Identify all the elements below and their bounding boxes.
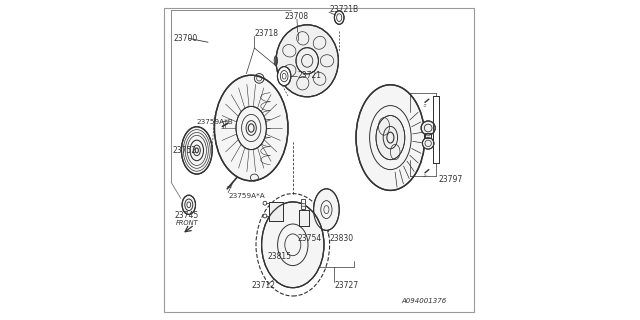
Bar	[269, 202, 283, 221]
Text: 23752: 23752	[173, 146, 197, 155]
Ellipse shape	[376, 116, 404, 160]
Text: 23830: 23830	[330, 234, 354, 243]
Text: 23815: 23815	[268, 252, 291, 261]
Ellipse shape	[214, 75, 288, 181]
Text: 23721: 23721	[298, 71, 322, 80]
Text: FRONT: FRONT	[176, 220, 198, 226]
Ellipse shape	[262, 202, 324, 288]
Text: 23759A*A: 23759A*A	[229, 193, 266, 199]
Bar	[300, 210, 308, 226]
Ellipse shape	[277, 67, 291, 86]
Text: A094001376: A094001376	[402, 299, 447, 304]
Text: 23708: 23708	[285, 12, 309, 21]
Ellipse shape	[236, 106, 266, 150]
Text: 23700: 23700	[173, 34, 198, 43]
Circle shape	[422, 138, 434, 149]
Text: 23727: 23727	[334, 281, 358, 290]
Bar	[433, 96, 439, 163]
Bar	[301, 203, 305, 206]
Bar	[269, 202, 283, 221]
Circle shape	[421, 121, 435, 135]
Bar	[425, 133, 431, 138]
Text: 23759A*B: 23759A*B	[197, 119, 234, 124]
Bar	[301, 199, 305, 209]
Ellipse shape	[335, 11, 344, 24]
Bar	[433, 96, 439, 163]
Bar	[425, 133, 431, 138]
Bar	[300, 210, 308, 226]
Ellipse shape	[356, 85, 425, 190]
Text: 23754: 23754	[298, 234, 322, 243]
Text: 23718: 23718	[254, 29, 278, 38]
Ellipse shape	[296, 48, 319, 74]
Text: 23712: 23712	[251, 281, 275, 290]
Ellipse shape	[182, 127, 212, 174]
Text: 23745: 23745	[174, 211, 198, 220]
Ellipse shape	[314, 189, 339, 230]
Ellipse shape	[182, 195, 196, 214]
Text: 23721B: 23721B	[330, 5, 359, 14]
Ellipse shape	[276, 25, 339, 97]
Text: 23797: 23797	[438, 175, 463, 184]
